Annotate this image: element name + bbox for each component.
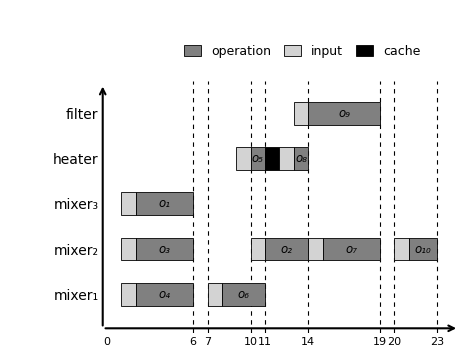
Bar (394, 238, 409, 260)
Bar (409, 238, 438, 260)
Bar (308, 102, 380, 125)
Bar (121, 238, 136, 260)
Text: o₅: o₅ (252, 152, 264, 165)
Bar (265, 147, 279, 170)
Bar (222, 283, 265, 306)
Bar (322, 238, 380, 260)
Text: o₆: o₆ (237, 288, 249, 301)
Bar (121, 193, 136, 215)
Bar (237, 147, 251, 170)
Legend: operation, input, cache: operation, input, cache (184, 45, 420, 58)
Text: o₄: o₄ (158, 288, 171, 301)
Bar (265, 238, 308, 260)
Bar (294, 147, 308, 170)
Text: o₈: o₈ (295, 152, 307, 165)
Text: o₁: o₁ (158, 197, 171, 210)
Bar (136, 283, 193, 306)
Bar (208, 283, 222, 306)
Bar (251, 147, 265, 170)
Text: o₉: o₉ (338, 107, 350, 120)
Text: o₃: o₃ (158, 243, 171, 256)
Bar (121, 283, 136, 306)
Bar (294, 102, 308, 125)
Text: o₁₀: o₁₀ (415, 243, 431, 256)
Text: o₂: o₂ (281, 243, 292, 256)
Bar (279, 147, 294, 170)
Text: o₇: o₇ (345, 243, 357, 256)
Bar (251, 238, 265, 260)
Bar (136, 193, 193, 215)
Bar (308, 238, 322, 260)
Bar (136, 238, 193, 260)
